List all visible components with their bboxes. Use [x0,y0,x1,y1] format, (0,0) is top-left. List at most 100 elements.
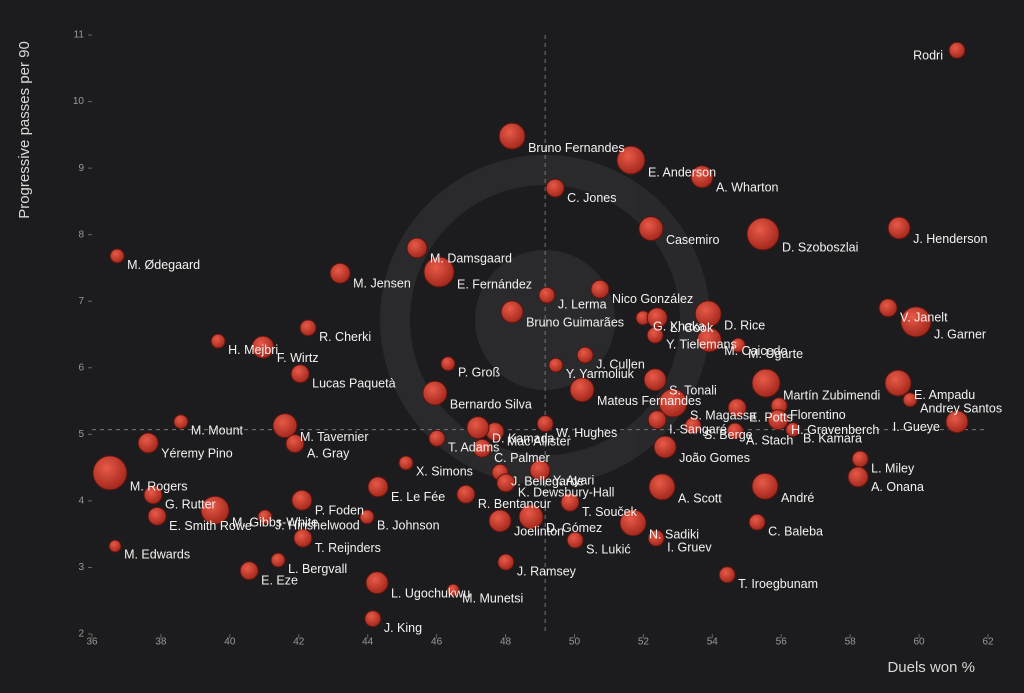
y-tick-label: 5 [78,429,84,440]
point-label: E. Le Fée [391,490,445,504]
bubble [143,485,163,505]
point-label: M. Jensen [353,277,411,291]
point-label: W. Hughes [556,426,617,440]
bubble [548,357,564,373]
bubble [647,529,665,547]
y-axis-title: Progressive passes per 90 [16,41,33,219]
bubble [616,145,646,175]
point-label: H. Mejbri [228,343,278,357]
point-label: G. Xhaka [653,320,705,334]
bubble [498,122,526,150]
bubble [569,377,595,403]
bubble [948,41,966,59]
bubble [945,410,969,434]
bubble [545,178,565,198]
bubble [696,327,722,353]
y-tick-label: 10 [73,96,85,107]
bubble [466,416,490,440]
point-label: L. Miley [871,461,915,475]
point-label: T. Adams [448,441,499,455]
bubble [746,217,780,251]
bubble [440,356,456,372]
point-label: E. Ampadu [914,388,975,402]
bubble [456,484,476,504]
bubble [648,473,676,501]
bubble [200,495,230,525]
bubble [364,610,382,628]
point-label: M. Rogers [130,480,188,494]
x-tick-label: 48 [500,637,512,648]
bubble [536,415,554,433]
point-label: M. Damsgaard [430,251,512,265]
bubble [299,319,317,337]
x-tick-label: 56 [776,637,788,648]
x-tick-label: 58 [845,637,857,648]
point-label: Y. Tielemans [666,337,737,351]
point-label: P. Foden [315,504,364,518]
point-label: J. King [384,621,422,635]
bubble [109,248,125,264]
bubble [367,476,389,498]
point-label: A. Wharton [716,181,779,195]
bubble [137,432,159,454]
point-label: S. Lukić [586,542,630,556]
bubble [290,364,310,384]
x-tick-label: 62 [982,637,994,648]
point-label: S. Berge [704,428,753,442]
point-label: Lucas Paquetà [312,377,395,391]
point-label: L. Bergvall [288,562,347,576]
point-label: G. Rutter [165,498,216,512]
point-label: J. Garner [934,328,986,342]
point-label: M. Tavernier [300,430,369,444]
bubble [422,380,448,406]
bubble [690,165,714,189]
bubble [500,300,524,324]
point-label: B. Johnson [377,519,440,533]
bubble [902,392,918,408]
point-label: Nico González [612,292,693,306]
bubble [285,434,305,454]
bubble [694,300,722,328]
x-axis-title: Duels won % [887,659,975,676]
point-label: A. Onana [871,480,924,494]
bubble [472,438,492,458]
point-label: J. Bellegarde [511,475,584,489]
point-label: L. Cook [670,321,714,335]
bubble [496,473,516,493]
bubble [538,286,556,304]
point-label: Joelinton [514,525,564,539]
bubble [446,583,460,597]
bubble [518,504,544,530]
bubble [210,333,226,349]
point-label: X. Simons [416,465,473,479]
x-tick-label: 50 [569,637,581,648]
point-label: T. Souček [582,505,638,519]
bubble [647,410,667,430]
x-tick-label: 52 [638,637,650,648]
bubble [748,513,766,531]
point-label: I. Gueye [893,420,940,434]
point-label: C. Baleba [768,524,823,538]
bubble [560,492,580,512]
bubble [851,450,869,468]
bubble [406,237,428,259]
y-tick-label: 4 [78,496,84,507]
bubble [619,509,647,537]
point-label: S. Magassa [690,408,756,422]
x-tick-label: 40 [224,637,236,648]
bubble [847,466,869,488]
y-tick-label: 7 [78,296,84,307]
point-label: Yéremy Pino [161,446,233,460]
point-label: Casemiro [666,233,720,247]
bubble [718,566,736,584]
point-label: K. Dewsbury-Hall [518,486,615,500]
bubble [359,509,375,525]
point-label: J. Henderson [913,232,987,246]
bubble [590,279,610,299]
point-label: Bernardo Silva [450,397,532,411]
bubble [643,368,667,392]
point-label: I. Sangaré [669,422,727,436]
point-label: João Gomes [679,451,750,465]
